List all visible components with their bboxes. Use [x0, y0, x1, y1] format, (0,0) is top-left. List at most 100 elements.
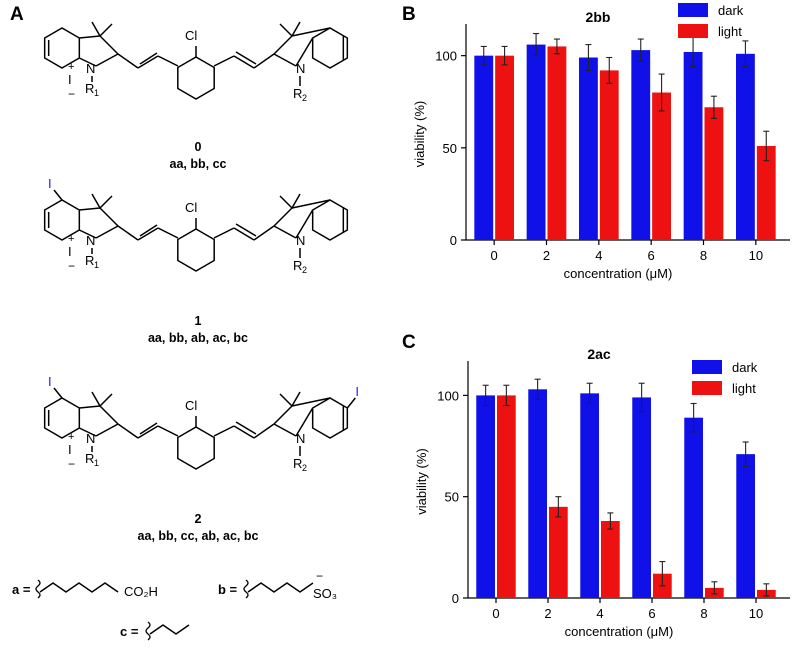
compound-1-chain [213, 227, 235, 239]
compound-1-r2: R [293, 258, 302, 273]
compound-1-right-ring-bond [273, 207, 293, 227]
compound-0-methyl [99, 23, 113, 37]
compound-2-iodide: I [68, 442, 72, 457]
compound-1-left-ring-bond [78, 229, 97, 239]
compound-2-left-ring-bond [79, 405, 101, 409]
x-tick-label: 10 [749, 248, 763, 263]
compound-0-chain-double [139, 52, 158, 65]
legend-swatch-light [678, 24, 708, 38]
compound-2-chain [157, 425, 179, 437]
x-tick-label: 4 [595, 248, 602, 263]
compound-0-chain-double [235, 51, 257, 65]
substituent-a-group: CO₂H [124, 584, 158, 599]
bar-dark-2 [528, 389, 547, 598]
compound-0-variants: aa, bb, cc [169, 157, 227, 171]
y-axis-label: viability (%) [412, 101, 427, 167]
bar-light-8 [704, 107, 724, 240]
x-axis-label: concentration (μM) [565, 624, 674, 639]
bar-light-0 [495, 55, 515, 240]
x-tick-label: 8 [700, 248, 707, 263]
compound-0-chain [137, 55, 159, 69]
y-tick-label: 0 [452, 591, 459, 606]
compound-1-left-ring-bond [99, 207, 119, 227]
compound-2-right-benzene [311, 397, 349, 439]
substituent-b-label: b = [218, 582, 238, 597]
compound-0-iodide: I [68, 72, 72, 87]
panel-letter-a: A [10, 4, 24, 25]
compound-2-id: 2 [194, 512, 202, 526]
bar-dark-0 [474, 55, 494, 240]
compound-1-right-ring-bond [291, 199, 331, 209]
compound-2-minus: − [68, 457, 75, 471]
x-tick-label: 2 [543, 248, 550, 263]
legend-label-light: light [718, 24, 742, 39]
bar-dark-4 [580, 393, 599, 598]
compound-2-variants: aa, bb, cc, ab, ac, bc [137, 529, 259, 543]
compound-2-right-ring-bond [273, 405, 293, 425]
chain-b [247, 582, 314, 593]
compound-1-r1: R [85, 253, 94, 268]
compound-2-cl: Cl [185, 398, 197, 413]
compound-2-r2-sub: 2 [302, 463, 307, 473]
compound-0-chain [253, 53, 275, 69]
compound-2-r1: R [85, 451, 94, 466]
bar-dark-0 [476, 395, 495, 598]
compound-0-right-benzene [311, 27, 349, 69]
bar-dark-10 [735, 53, 755, 240]
compound-1-id: 1 [194, 314, 202, 328]
legend-swatch-light [692, 381, 722, 395]
compound-0-methyl [279, 23, 293, 37]
compound-2-iodo-bond-right [346, 397, 356, 409]
compound-1-variants: aa, bb, ab, ac, bc [147, 331, 249, 345]
substituent-c-label: c = [120, 624, 139, 639]
compound-1-chain [157, 227, 179, 239]
substituent-b-group: SO₃ [313, 586, 337, 601]
compound-1-right-benzene [311, 199, 349, 241]
compound-1-chain [117, 225, 139, 241]
compound-2-iodo-bond-left [53, 387, 63, 399]
compound-1-iodide: I [68, 244, 72, 259]
compound-2-chain [117, 423, 139, 439]
compound-2-methyl [91, 391, 101, 407]
compound-0-chain [157, 55, 179, 67]
compound-0-minus: − [68, 87, 75, 101]
bar-light-6 [652, 92, 672, 241]
compound-2-right-ring-bond [291, 397, 331, 407]
compound-2-right-ring-bond [273, 423, 297, 437]
compound-2-left-ring-bond [95, 423, 119, 437]
x-axis-label: concentration (μM) [564, 266, 673, 281]
compound-2-methyl [291, 391, 301, 407]
compound-1-chain-double [139, 224, 158, 237]
compound-2-r2: R [293, 456, 302, 471]
compound-2-right-n: N [296, 431, 305, 446]
substituent-a-label: a = [12, 582, 31, 597]
bar-dark-6 [632, 397, 651, 598]
compound-1-methyl [279, 195, 293, 209]
y-tick-label: 100 [435, 49, 457, 64]
x-tick-label: 6 [648, 248, 655, 263]
compound-1-chain [137, 227, 159, 241]
x-tick-label: 8 [700, 606, 707, 621]
chain-a [39, 582, 119, 593]
wavy-bond-b [243, 579, 249, 599]
compound-2-methyl [279, 393, 293, 407]
chart-2bb: 2bb 0 50 100 viability (%) 0 2 4 6 8 10 concentrati… [412, 3, 790, 281]
compound-2-methyl [99, 393, 113, 407]
chart-title: 2bb [586, 9, 611, 25]
compound-1-chain [233, 227, 255, 241]
y-tick-label: 50 [443, 141, 457, 156]
compound-2-right-ring-bond [295, 407, 314, 437]
compound-1-iodo-left: I [48, 176, 52, 191]
bar-dark-10 [736, 454, 755, 598]
compound-0-chain [233, 55, 255, 69]
compound-0-methyl [291, 21, 301, 37]
x-tick-label: 0 [491, 248, 498, 263]
legend-swatch-dark [692, 360, 722, 374]
compound-1-minus: − [68, 259, 75, 273]
compound-0-plus: + [68, 61, 74, 73]
compound-2-left-ring-bond [99, 405, 119, 425]
compound-1-iodo-bond-left [53, 189, 63, 201]
compound-0-left-ring-bond [95, 53, 119, 67]
compound-1-r1-sub: 1 [94, 260, 99, 270]
chain-c [149, 624, 190, 635]
